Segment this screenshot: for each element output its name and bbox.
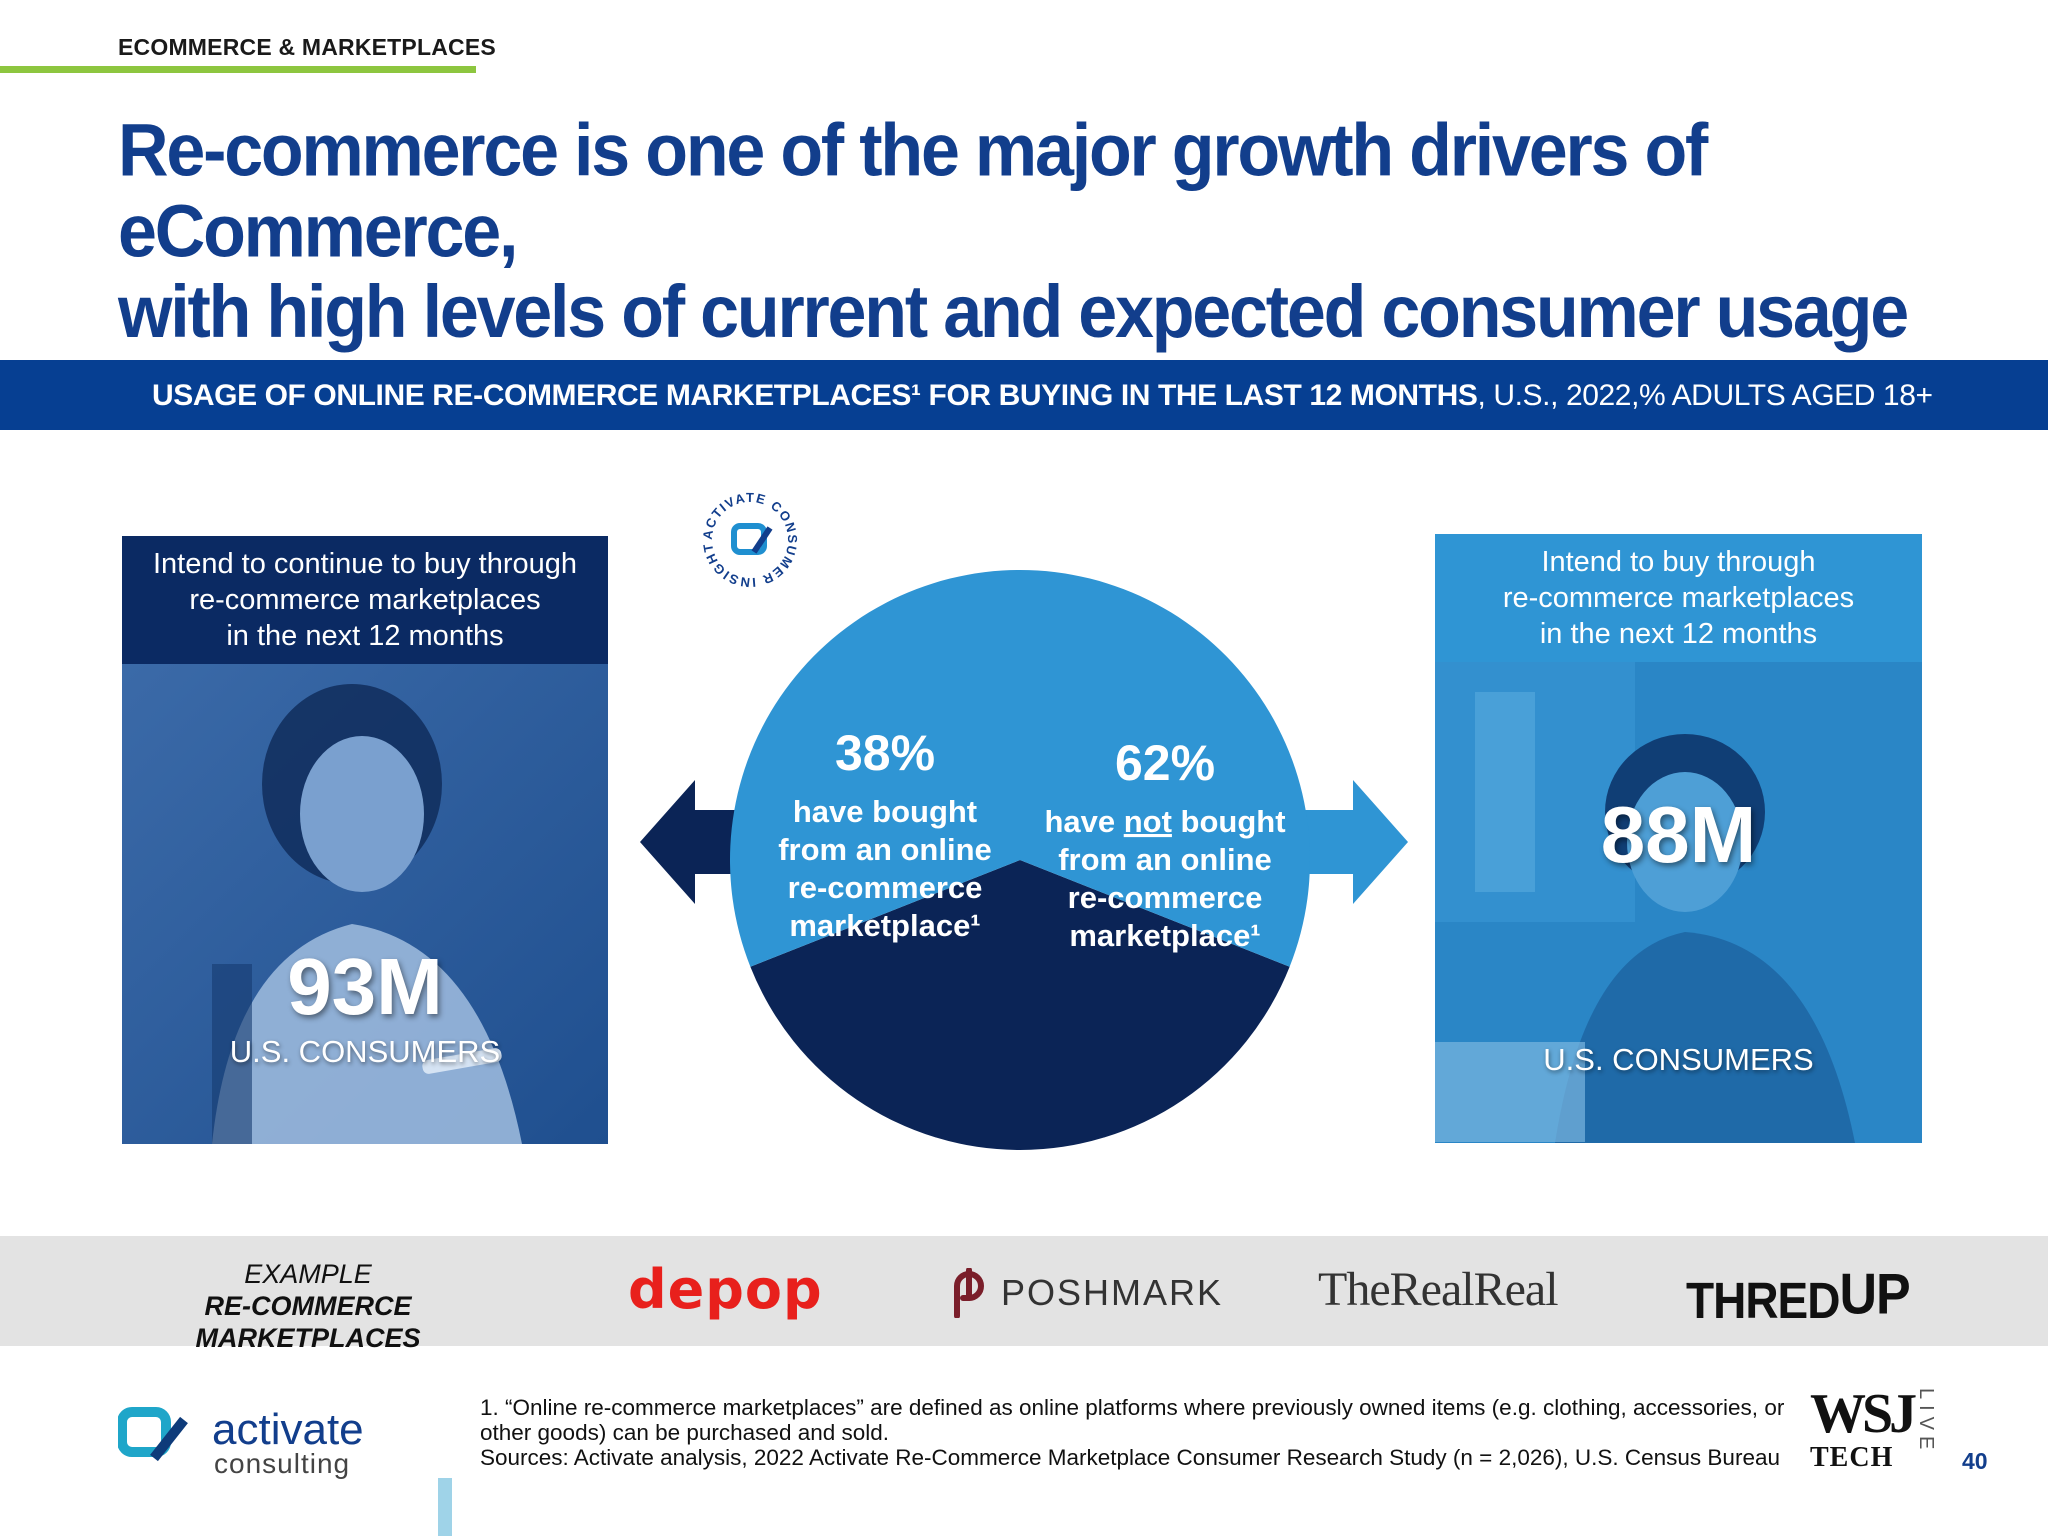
poshmark-logo: POSHMARK	[943, 1268, 1223, 1318]
left-header-line: re-commerce marketplaces	[189, 584, 541, 616]
activate-consumer-insight-badge: ACTIVATE CONSUMER INSIGHT	[698, 488, 802, 592]
poshmark-wordmark: POSHMARK	[1001, 1272, 1224, 1313]
slice-percent-label: 38%	[835, 725, 935, 781]
slice-description-line: re-commerce	[1068, 880, 1263, 915]
slice-description-line: re-commerce	[788, 870, 983, 905]
right-header-line: re-commerce marketplaces	[1502, 582, 1855, 614]
left-header-line: in the next 12 months	[226, 620, 504, 652]
left-consumers-value: 93M	[287, 942, 443, 1031]
wsj-tech-wordmark: TECH	[1810, 1442, 1894, 1473]
chart-banner	[0, 360, 2048, 430]
poshmark-icon	[954, 1268, 984, 1318]
pie-slices	[730, 569, 1310, 1150]
man-shopping-photo	[1435, 662, 1922, 1143]
slice-description-line: from an online	[778, 832, 992, 867]
example-marketplaces-band	[0, 1236, 2048, 1346]
section-label: ECOMMERCE & MARKETPLACES	[118, 34, 496, 60]
depop-logo: depop	[628, 1258, 823, 1321]
footnote-definition: 1. “Online re-commerce marketplaces” are…	[480, 1395, 1785, 1445]
slice-description-line: marketplace¹	[789, 908, 980, 943]
title-line-2: with high levels of current and expected…	[118, 270, 1909, 353]
right-consumers-value: 88M	[1600, 790, 1757, 879]
slice-description-line: from an online	[1058, 842, 1272, 877]
wsj-wordmark: WSJ	[1810, 1383, 1917, 1445]
thredup-logo: THREDUP	[1686, 1262, 1911, 1330]
right-consumers-label: U.S. CONSUMERS	[1543, 1042, 1814, 1077]
left-stat-panel: Intend to continue to buy through re-com…	[122, 536, 608, 1144]
example-label-line-1: EXAMPLE	[244, 1259, 372, 1289]
banner-bold-text: USAGE OF ONLINE RE-COMMERCE MARKETPLACES…	[152, 379, 1478, 412]
wsj-tech-live-logo: WSJ TECH LIVE	[1810, 1383, 1937, 1474]
pie-slice-bought	[750, 860, 1290, 1150]
wsj-live-wordmark: LIVE	[1915, 1388, 1937, 1456]
right-header-line: in the next 12 months	[1539, 618, 1818, 650]
example-marketplaces-label: EXAMPLE RE-COMMERCE MARKETPLACES	[118, 1258, 498, 1354]
footnote: 1. “Online re-commerce marketplaces” are…	[480, 1395, 1800, 1470]
slice-description-line: have bought	[793, 794, 977, 829]
pie-slice-not-bought	[730, 569, 1310, 967]
activate-consulting-logo: activate consulting	[118, 1405, 364, 1479]
right-panel-header: Intend to buy through re-commerce market…	[1435, 534, 1922, 662]
footnote-sources: Sources: Activate analysis, 2022 Activat…	[480, 1445, 1780, 1470]
activate-sub: consulting	[214, 1448, 350, 1479]
page-title: Re-commerce is one of the major growth d…	[118, 110, 1918, 352]
activate-badge-icon	[731, 523, 773, 555]
slice-description-line: have not bought	[1044, 804, 1285, 839]
therealreal-logo: TheRealReal	[1318, 1263, 1559, 1316]
chart-banner-text: USAGE OF ONLINE RE-COMMERCE MARKETPLACES…	[152, 379, 1933, 413]
left-header-line: Intend to continue to buy through	[152, 548, 578, 580]
title-line-1: Re-commerce is one of the major growth d…	[118, 108, 1708, 273]
section-underline	[0, 66, 476, 73]
left-panel-header: Intend to continue to buy through re-com…	[122, 536, 608, 664]
woman-shopping-photo	[122, 664, 608, 1144]
slice-description-line: marketplace¹	[1069, 918, 1260, 953]
footer-accent-bar	[438, 1478, 452, 1536]
right-header-line: Intend to buy through	[1541, 546, 1816, 578]
left-consumers-label: U.S. CONSUMERS	[229, 1034, 501, 1069]
slice-percent-label: 62%	[1115, 735, 1215, 791]
thredup-wordmark-a: THRED	[1686, 1271, 1840, 1330]
banner-rest-text: , U.S., 2022,% ADULTS AGED 18+	[1477, 379, 1933, 412]
activate-name: activate	[212, 1405, 364, 1454]
page-number: 40	[1962, 1448, 1988, 1474]
example-label-line-2: RE-COMMERCE MARKETPLACES	[195, 1291, 421, 1353]
thredup-wordmark-b: UP	[1839, 1263, 1910, 1327]
right-stat-panel: Intend to buy through re-commerce market…	[1435, 534, 1922, 1143]
